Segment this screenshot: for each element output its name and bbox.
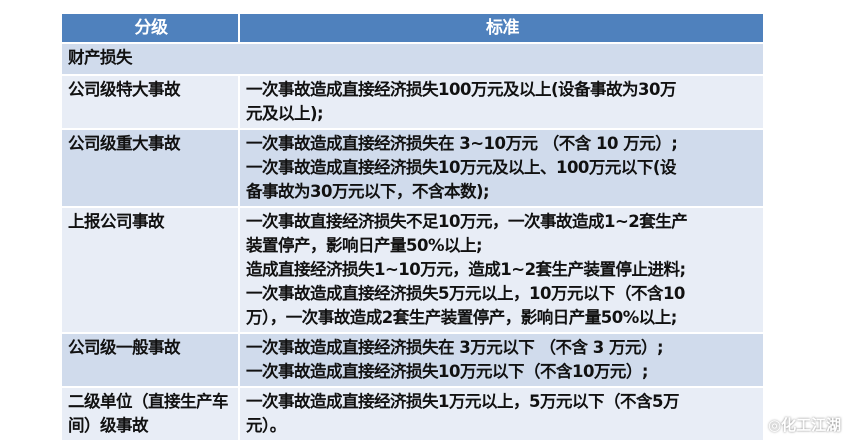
criteria-cell: 一次事故造成直接经济损失在 3~10万元 （不含 10 万元）; 一次事故造成直接… xyxy=(238,128,765,208)
criteria-line: 万），一次事故造成2套生产装置停产，影响日产量50%以上; xyxy=(246,308,677,327)
criteria-cell: 一次事故造成直接经济损失在 3万元以下 （不含 3 万元）; 一次事故造成直接经济… xyxy=(238,332,765,388)
table-row: 公司级一般事故 一次事故造成直接经济损失在 3万元以下 （不含 3 万元）; 一次事… xyxy=(60,332,765,388)
section-property-loss: 财产损失 xyxy=(60,42,765,76)
criteria-line: 一次事故造成直接经济损失在 3万元以下 （不含 3 万元）; xyxy=(246,338,664,357)
criteria-line: 一次事故造成直接经济损失5万元以上，10万元以下（不含10 xyxy=(246,284,685,303)
criteria-line: 元及以上); xyxy=(246,104,324,123)
criteria-line: 一次事故造成直接经济损失10万元以下（不含10万元）; xyxy=(246,362,649,381)
criteria-line: 造成直接经济损失1~10万元，造成1~2套生产装置停止进料; xyxy=(246,260,686,279)
table-row: 上报公司事故 一次事故直接经济损失不足10万元，一次事故造成1~2套生产 装置停产，… xyxy=(60,206,765,334)
table-row: 公司级重大事故 一次事故造成直接经济损失在 3~10万元 （不含 10 万元）; 一… xyxy=(60,128,765,208)
criteria-line: 一次事故直接经济损失不足10万元，一次事故造成1~2套生产 xyxy=(246,212,688,231)
level-cell: 二级单位（直接生产车间）级事故 xyxy=(60,386,240,442)
level-cell: 公司级一般事故 xyxy=(60,332,240,388)
criteria-line: 一次事故造成直接经济损失在 3~10万元 （不含 10 万元）; xyxy=(246,134,678,153)
header-level: 分级 xyxy=(60,12,240,44)
criteria-line: 元）。 xyxy=(246,416,286,435)
criteria-line: 一次事故造成直接经济损失1万元以上，5万元以下（不含5万 xyxy=(246,392,679,411)
criteria-line: 一次事故造成直接经济损失100万元及以上(设备事故为30万 xyxy=(246,80,676,99)
table-row: 公司级特大事故 一次事故造成直接经济损失100万元及以上(设备事故为30万 元及以上… xyxy=(60,74,765,130)
criteria-cell: 一次事故直接经济损失不足10万元，一次事故造成1~2套生产 装置停产，影响日产量5… xyxy=(238,206,765,334)
criteria-line: 一次事故造成直接经济损失10万元及以上、100万元以下(设 xyxy=(246,158,676,177)
table-row: 二级单位（直接生产车间）级事故 一次事故造成直接经济损失1万元以上，5万元以下（不… xyxy=(60,386,765,442)
criteria-line: 装置停产，影响日产量50%以上; xyxy=(246,236,483,255)
accident-grading-table: 分级 标准 财产损失 公司级特大事故 一次事故造成直接经济损失100万元及以上(设备… xyxy=(60,12,765,442)
wechat-icon: ◎ xyxy=(768,416,782,434)
level-cell: 上报公司事故 xyxy=(60,206,240,334)
level-cell: 公司级特大事故 xyxy=(60,74,240,130)
header-criteria: 标准 xyxy=(238,12,765,44)
criteria-cell: 一次事故造成直接经济损失1万元以上，5万元以下（不含5万 元）。 xyxy=(238,386,765,442)
level-cell: 公司级重大事故 xyxy=(60,128,240,208)
criteria-cell: 一次事故造成直接经济损失100万元及以上(设备事故为30万 元及以上); xyxy=(238,74,765,130)
watermark: ◎化工江湖 xyxy=(768,416,842,434)
criteria-line: 备事故为30万元以下，不含本数); xyxy=(246,182,490,201)
